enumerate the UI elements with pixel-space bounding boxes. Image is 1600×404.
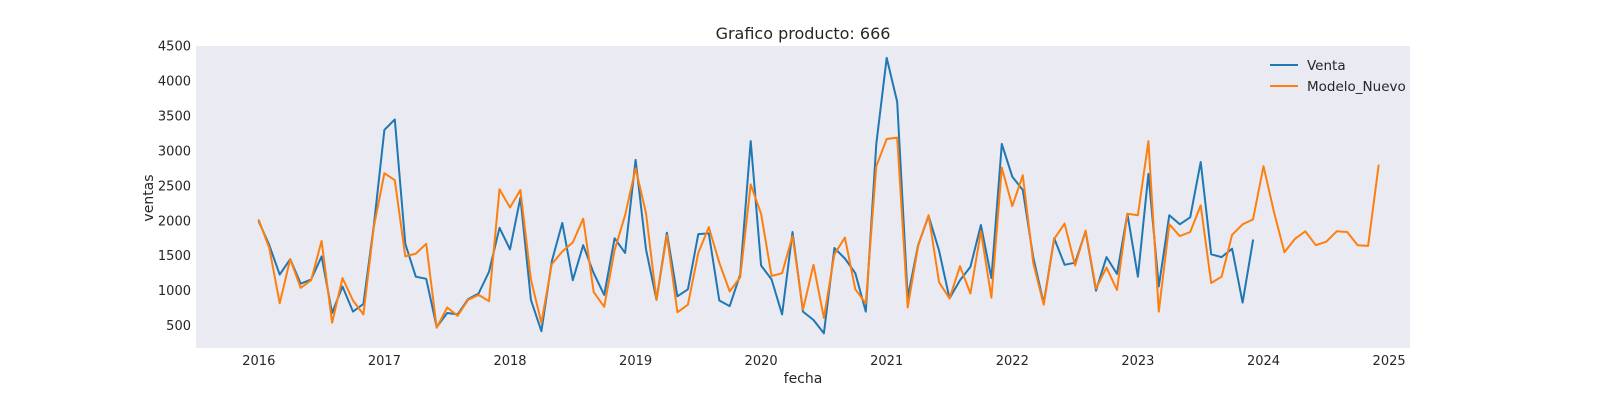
x-tick-label: 2017 bbox=[368, 354, 401, 369]
y-tick-label: 4500 bbox=[158, 40, 191, 55]
chart-title: Grafico producto: 666 bbox=[716, 24, 891, 43]
x-axis-ticks: 2016 2017 2018 2019 2020 2021 2022 2023 2024 2025 bbox=[242, 354, 1405, 369]
y-axis-ticks: 500 1000 1500 2000 2500 3000 3500 4000 4500 bbox=[158, 40, 191, 335]
x-tick-label: 2023 bbox=[1121, 354, 1154, 369]
y-tick-label: 2500 bbox=[158, 179, 191, 194]
y-tick-label: 3500 bbox=[158, 109, 191, 124]
series-line-modelo-nuevo bbox=[257, 136, 1380, 329]
x-axis-title: fecha bbox=[784, 371, 823, 387]
legend-label-modelo-nuevo: Modelo_Nuevo bbox=[1307, 79, 1406, 95]
x-tick-label: 2024 bbox=[1247, 354, 1280, 369]
plot-area bbox=[196, 46, 1410, 348]
legend-label-venta: Venta bbox=[1307, 58, 1346, 74]
series-layer bbox=[257, 56, 1380, 335]
x-tick-label: 2016 bbox=[242, 354, 275, 369]
legend: Venta Modelo_Nuevo bbox=[1270, 58, 1406, 95]
y-tick-label: 1000 bbox=[158, 284, 191, 299]
y-axis-title: ventas bbox=[141, 174, 157, 221]
y-tick-label: 4000 bbox=[158, 75, 191, 90]
x-tick-label: 2025 bbox=[1373, 354, 1406, 369]
y-tick-label: 500 bbox=[166, 319, 191, 334]
y-tick-label: 2000 bbox=[158, 214, 191, 229]
x-tick-label: 2019 bbox=[619, 354, 652, 369]
x-tick-label: 2022 bbox=[996, 354, 1029, 369]
x-tick-label: 2020 bbox=[745, 354, 778, 369]
x-tick-label: 2021 bbox=[870, 354, 903, 369]
y-tick-label: 1500 bbox=[158, 249, 191, 264]
x-tick-label: 2018 bbox=[493, 354, 526, 369]
y-tick-label: 3000 bbox=[158, 144, 191, 159]
